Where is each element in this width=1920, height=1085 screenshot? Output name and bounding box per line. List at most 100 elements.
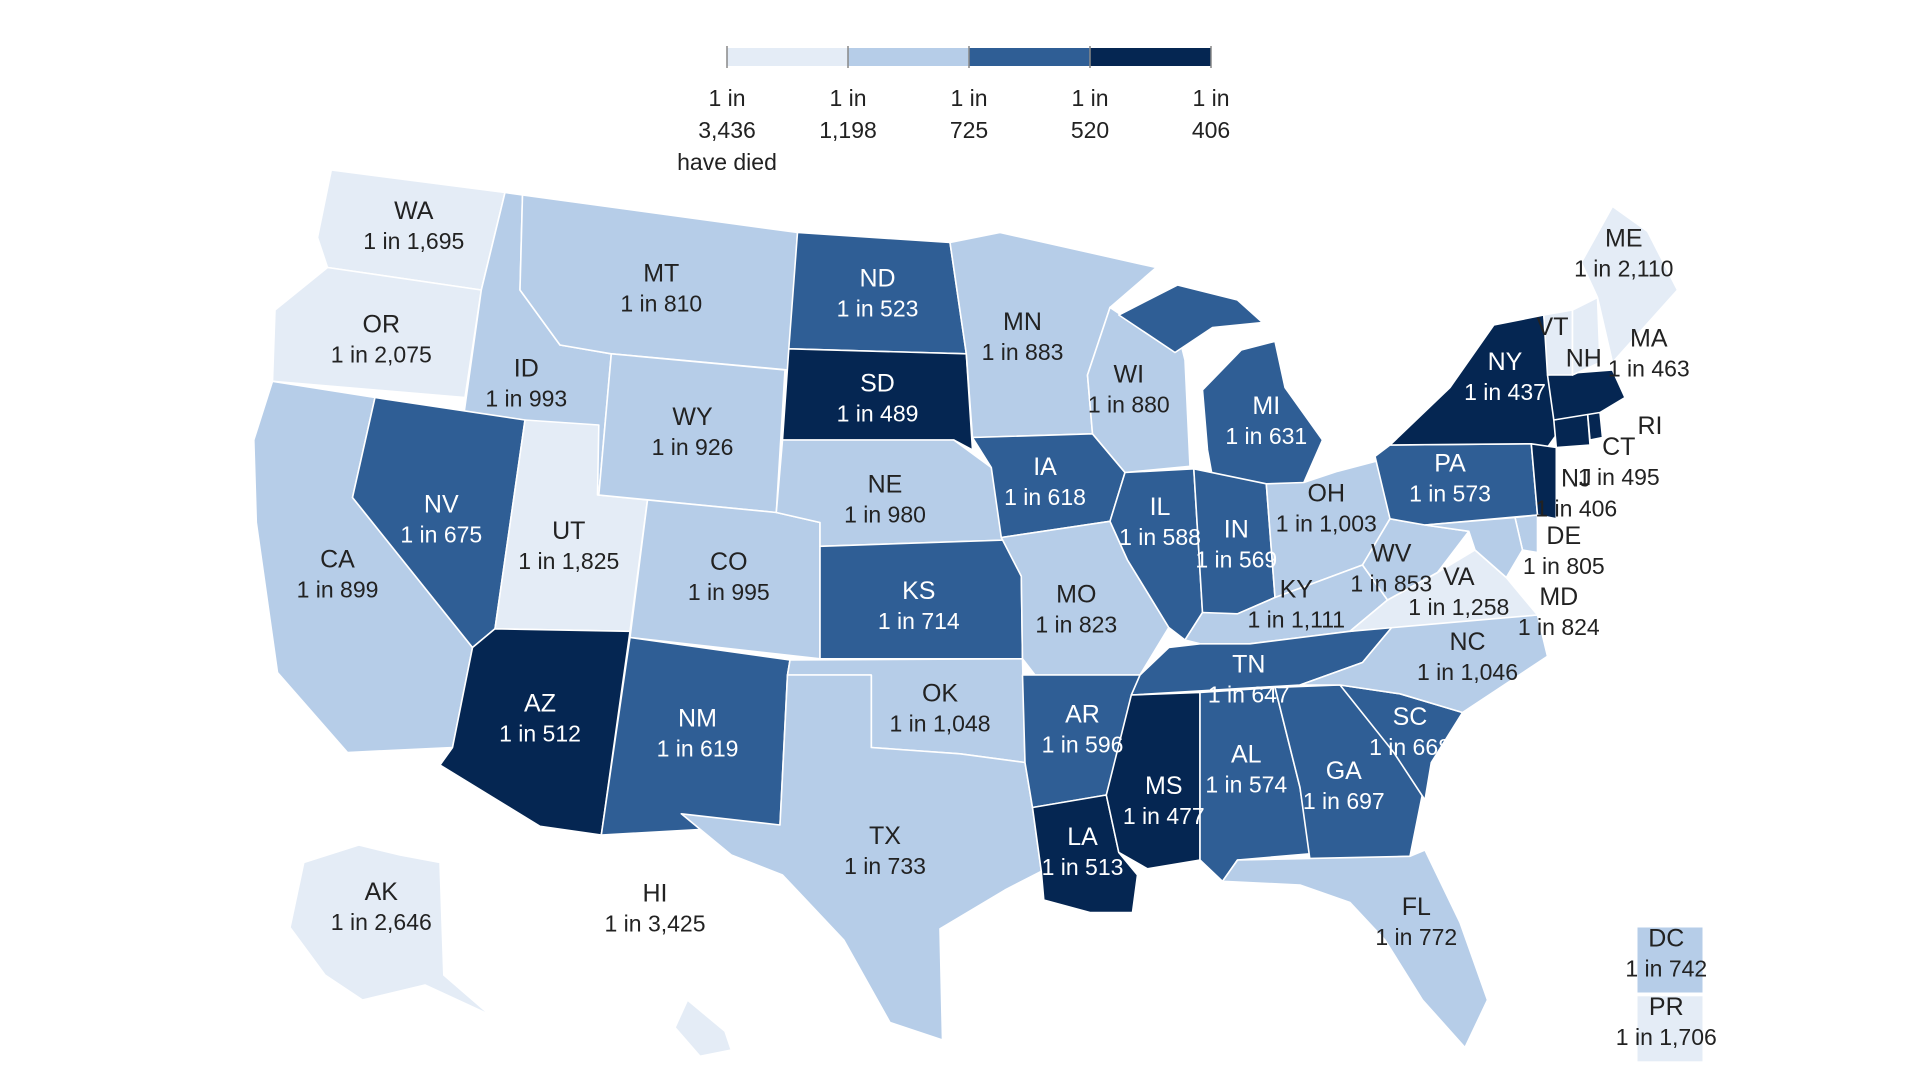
state-abbr-vt: VT — [1537, 313, 1569, 341]
state-value-ky: 1 in 1,111 — [1247, 607, 1345, 633]
state-value-ga: 1 in 697 — [1303, 788, 1385, 814]
state-ma — [1546, 369, 1626, 421]
state-value-hi: 1 in 3,425 — [604, 910, 705, 936]
state-in — [1193, 467, 1276, 623]
state-shapes — [253, 169, 1703, 1062]
state-abbr-ut: UT — [552, 517, 585, 545]
state-value-sc: 1 in 668 — [1369, 734, 1451, 760]
state-mi-upper — [1118, 284, 1264, 354]
state-value-ak: 1 in 2,646 — [331, 909, 432, 935]
state-hi — [674, 999, 733, 1058]
state-or — [271, 266, 483, 399]
state-abbr-pr: PR — [1649, 993, 1684, 1021]
state-abbr-dc: DC — [1648, 924, 1684, 952]
state-abbr-id: ID — [514, 354, 539, 382]
state-value-la: 1 in 513 — [1042, 854, 1124, 880]
state-value-ca: 1 in 899 — [297, 577, 379, 603]
state-abbr-ne: NE — [868, 471, 903, 499]
state-value-mt: 1 in 810 — [620, 290, 702, 316]
state-value-nd: 1 in 523 — [837, 295, 919, 321]
state-value-in: 1 in 569 — [1195, 547, 1277, 573]
state-abbr-or: OR — [363, 311, 401, 339]
state-value-wi: 1 in 880 — [1088, 392, 1170, 418]
legend-label: 1 in — [1192, 85, 1229, 111]
legend-label: 1 in — [950, 85, 987, 111]
state-ri — [1586, 411, 1604, 441]
state-abbr-ks: KS — [902, 577, 935, 605]
state-value-az: 1 in 512 — [499, 720, 581, 746]
state-nj — [1530, 442, 1558, 520]
state-value-dc: 1 in 742 — [1625, 955, 1707, 981]
state-abbr-nm: NM — [678, 704, 717, 732]
state-nc — [1299, 614, 1549, 714]
state-value-nj: 1 in 406 — [1535, 495, 1617, 521]
state-value-nc: 1 in 1,046 — [1417, 659, 1518, 685]
state-abbr-nj: NJ — [1561, 464, 1592, 492]
legend-bin-1 — [727, 48, 848, 66]
state-abbr-ok: OK — [922, 679, 958, 707]
legend-label: 406 — [1192, 117, 1230, 143]
state-md — [1424, 516, 1524, 579]
state-abbr-il: IL — [1150, 493, 1171, 521]
state-abbr-me: ME — [1605, 224, 1643, 252]
state-value-pr: 1 in 1,706 — [1616, 1024, 1717, 1050]
legend-bin-3 — [969, 48, 1090, 66]
state-abbr-sd: SD — [860, 369, 895, 397]
state-value-fl: 1 in 772 — [1375, 924, 1457, 950]
state-value-oh: 1 in 1,003 — [1276, 510, 1377, 536]
state-abbr-co: CO — [710, 548, 748, 576]
state-value-ct: 1 in 495 — [1578, 464, 1660, 490]
state-value-ne: 1 in 980 — [844, 502, 926, 528]
state-value-va: 1 in 1,258 — [1408, 594, 1509, 620]
state-abbr-mi: MI — [1252, 392, 1280, 420]
state-abbr-ia: IA — [1033, 453, 1057, 481]
legend-label: 1 in — [829, 85, 866, 111]
state-value-me: 1 in 2,110 — [1574, 255, 1673, 281]
state-value-tn: 1 in 647 — [1208, 682, 1290, 708]
legend-label: have died — [677, 149, 777, 175]
state-abbr-mn: MN — [1003, 308, 1042, 336]
state-abbr-de: DE — [1546, 522, 1581, 550]
state-abbr-oh: OH — [1308, 479, 1346, 507]
state-ak — [289, 844, 491, 1016]
state-abbr-hi: HI — [643, 879, 668, 907]
state-abbr-wv: WV — [1371, 539, 1412, 567]
state-abbr-pa: PA — [1434, 449, 1466, 477]
legend-label: 3,436 — [698, 117, 756, 143]
state-value-nm: 1 in 619 — [657, 735, 739, 761]
state-abbr-la: LA — [1067, 823, 1098, 851]
state-abbr-tx: TX — [869, 822, 901, 850]
legend-bin-4 — [1090, 48, 1211, 66]
legend: 1 in 3,436 have died 1 in 1,198 1 in 725… — [677, 46, 1230, 175]
state-abbr-in: IN — [1224, 516, 1249, 544]
state-nd — [787, 231, 968, 355]
state-nh — [1571, 296, 1601, 376]
state-value-wv: 1 in 853 — [1350, 570, 1432, 596]
state-abbr-mt: MT — [643, 259, 679, 287]
state-abbr-ny: NY — [1488, 348, 1523, 376]
state-abbr-va: VA — [1443, 563, 1475, 591]
legend-label: 520 — [1071, 117, 1109, 143]
state-value-co: 1 in 995 — [688, 579, 770, 605]
state-me — [1580, 205, 1679, 364]
state-abbr-ct: CT — [1602, 433, 1635, 461]
state-abbr-al: AL — [1231, 741, 1262, 769]
state-abbr-ca: CA — [320, 546, 355, 574]
state-value-ks: 1 in 714 — [878, 608, 960, 634]
state-abbr-ma: MA — [1630, 324, 1668, 352]
legend-bin-2 — [848, 48, 969, 66]
state-abbr-nh: NH — [1566, 344, 1602, 372]
state-value-pa: 1 in 573 — [1409, 480, 1491, 506]
state-abbr-ms: MS — [1145, 772, 1183, 800]
state-abbr-ar: AR — [1065, 701, 1100, 729]
state-value-ms: 1 in 477 — [1123, 803, 1205, 829]
state-tx — [680, 674, 1043, 1041]
inset-dc — [1637, 927, 1703, 993]
state-value-ok: 1 in 1,048 — [889, 710, 990, 736]
state-value-ma: 1 in 463 — [1608, 355, 1690, 381]
legend-label: 725 — [950, 117, 988, 143]
state-abbr-fl: FL — [1402, 893, 1431, 921]
state-value-md: 1 in 824 — [1518, 614, 1600, 640]
state-value-tx: 1 in 733 — [844, 853, 926, 879]
